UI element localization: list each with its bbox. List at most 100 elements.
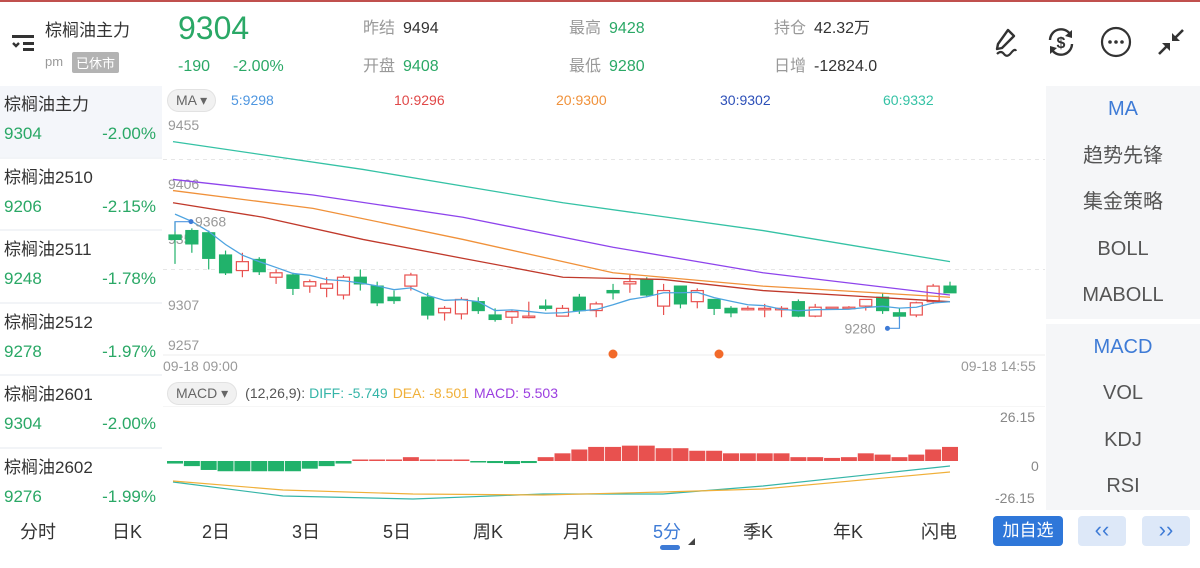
- contract-name: 棕榈油2510: [4, 167, 93, 187]
- market-status-badge: 已休市: [72, 52, 120, 73]
- svg-text:9455: 9455: [168, 117, 199, 133]
- contract-name: 棕榈油2511: [4, 240, 92, 259]
- ma10-value: 10:9296: [394, 92, 445, 108]
- main-indicator-list: MA 趋势先锋 集金策略 BOLL MABOLL: [1046, 86, 1200, 319]
- last-price: 9304: [178, 10, 250, 46]
- contract-price: 9248: [4, 269, 42, 288]
- macd-legend-bar: MACD ▾ (12,26,9): DIFF: -5.749 DEA: -8.5…: [163, 380, 1045, 406]
- contract-pct: -2.00%: [102, 414, 156, 433]
- previous-contract-button[interactable]: ‹‹: [1078, 516, 1126, 546]
- svg-text:0: 0: [1031, 458, 1039, 474]
- sidebar-item-2511[interactable]: 棕榈油2511 9248 -1.78%: [0, 231, 162, 304]
- contract-pct: -1.99%: [102, 486, 156, 506]
- sidebar-item-2510[interactable]: 棕榈油2510 9206 -2.15%: [0, 159, 162, 231]
- sign-pen-icon[interactable]: [988, 24, 1024, 60]
- ma20-value: 20:9300: [556, 92, 607, 108]
- tab-5-day[interactable]: 5日: [383, 522, 412, 542]
- stat-open-interest: 持仓 42.32万: [774, 14, 870, 38]
- macd-chart[interactable]: 26.15 0 -26.15: [163, 406, 1045, 510]
- indicator-panel: MA 趋势先锋 集金策略 BOLL MABOLL MACD VOL KDJ RS…: [1046, 86, 1200, 510]
- macd-selector-dropdown[interactable]: MACD ▾: [167, 381, 238, 405]
- period-tab-bar: 分时 日K 2日 3日 5日 周K 月K 5分 季K 年K 闪电 加自选 ‹‹ …: [0, 510, 1200, 568]
- price-change: -190: [178, 58, 211, 75]
- tab-daily-k[interactable]: 日K: [112, 522, 143, 542]
- stat-high: 最高 9428: [569, 14, 645, 38]
- contract-price: 9206: [4, 196, 42, 216]
- indicator-ma[interactable]: MA: [1108, 98, 1138, 120]
- indicator-vol[interactable]: VOL: [1102, 382, 1144, 404]
- top-accent-line: [0, 0, 1200, 2]
- contract-pct: -2.00%: [102, 124, 156, 143]
- collapse-fullscreen-icon[interactable]: [1153, 24, 1189, 60]
- ma30-value: 30:9302: [720, 92, 771, 108]
- contract-pct: -1.78%: [102, 269, 156, 288]
- divider: [1046, 318, 1200, 324]
- sidebar-item-2512[interactable]: 棕榈油2512 9278 -1.97%: [0, 304, 162, 376]
- stat-prev-settle: 昨结 9494: [363, 14, 439, 38]
- stat-label: 昨结: [363, 20, 396, 37]
- tab-monthly-k[interactable]: 月K: [563, 522, 594, 542]
- quote-header: 棕榈油主力 pm 已休市 9304 -190 -2.00% 昨结 9494 开盘 9…: [0, 2, 1200, 84]
- ma-legend-bar: MA ▾ 5:9298 10:9296 20:9300 30:9302 60:9…: [163, 86, 1045, 114]
- contract-list-menu-icon[interactable]: [10, 32, 36, 54]
- tab-intraday[interactable]: 分时: [20, 522, 56, 542]
- svg-text:9257: 9257: [168, 337, 199, 353]
- active-tab-underline: [660, 545, 680, 550]
- tab-yearly-k[interactable]: 年K: [833, 522, 864, 542]
- contract-sidebar: 棕榈油主力 9304 -2.00% 棕榈油2510 9206 -2.15% 棕榈油2…: [0, 86, 162, 510]
- stat-low: 最低 9280: [569, 52, 645, 76]
- sidebar-item-2601[interactable]: 棕榈油2601 9304 -2.00%: [0, 376, 162, 449]
- stat-daily-increase: 日增 -12824.0: [774, 52, 877, 76]
- sub-indicator-list: MACD VOL KDJ RSI: [1046, 323, 1200, 510]
- contract-price: 9304: [4, 414, 42, 433]
- svg-text:9368: 9368: [195, 214, 226, 230]
- indicator-kdj[interactable]: KDJ: [1104, 428, 1142, 451]
- add-to-watchlist-button[interactable]: 加自选: [993, 516, 1063, 546]
- chart-area[interactable]: MA ▾ 5:9298 10:9296 20:9300 30:9302 60:9…: [163, 86, 1045, 510]
- stat-value: 9280: [609, 58, 645, 75]
- contract-name: 棕榈油主力: [4, 95, 89, 114]
- tab-lightning[interactable]: 闪电: [921, 522, 957, 542]
- indicator-macd[interactable]: MACD: [1093, 335, 1153, 358]
- svg-text:09-18 14:55: 09-18 14:55: [961, 358, 1036, 374]
- tab-3-day[interactable]: 3日: [292, 522, 321, 542]
- indicator-maboll[interactable]: MABOLL: [1082, 284, 1164, 306]
- indicator-gold-strategy[interactable]: 集金策略: [1083, 191, 1163, 213]
- stat-label: 最低: [569, 58, 602, 75]
- macd-selector-label: MACD: [176, 384, 218, 401]
- sidebar-item-main[interactable]: 棕榈油主力 9304 -2.00%: [0, 86, 162, 159]
- stat-value: 9408: [403, 58, 439, 75]
- contract-price: 9304: [4, 124, 42, 143]
- svg-text:-26.15: -26.15: [995, 490, 1035, 506]
- tab-5-min[interactable]: 5分: [653, 522, 682, 542]
- contract-pct: -1.97%: [102, 341, 156, 361]
- stat-value: 9428: [609, 20, 645, 37]
- sidebar-item-2602[interactable]: 棕榈油2602 9276 -1.99%: [0, 449, 162, 511]
- macd-diff: DIFF: -5.749: [309, 385, 388, 401]
- period-dropdown-triangle-icon[interactable]: [688, 538, 695, 545]
- next-contract-button[interactable]: ››: [1142, 516, 1190, 546]
- stat-value: -12824.0: [814, 58, 878, 75]
- contract-price: 9278: [4, 341, 42, 361]
- macd-params: (12,26,9):: [245, 385, 306, 401]
- more-options-icon[interactable]: [1098, 24, 1134, 60]
- indicator-boll[interactable]: BOLL: [1097, 237, 1149, 260]
- stat-label: 最高: [569, 20, 602, 37]
- stat-open: 开盘 9408: [363, 52, 439, 76]
- indicator-rsi[interactable]: RSI: [1106, 475, 1140, 497]
- ma60-value: 60:9332: [883, 92, 934, 108]
- price-change-pct: -2.00%: [233, 58, 284, 75]
- svg-text:9406: 9406: [168, 176, 199, 192]
- tab-2-day[interactable]: 2日: [202, 522, 231, 542]
- stat-value: 42.32万: [814, 20, 871, 37]
- tab-weekly-k[interactable]: 周K: [473, 522, 504, 542]
- svg-text:$: $: [1057, 35, 1066, 52]
- macd-value: MACD: 5.503: [473, 385, 558, 401]
- session-label: pm: [45, 54, 64, 69]
- currency-exchange-icon[interactable]: $: [1043, 24, 1079, 60]
- stat-label: 日增: [774, 58, 807, 75]
- indicator-trend-pioneer[interactable]: 趋势先锋: [1083, 144, 1163, 167]
- tab-quarterly-k[interactable]: 季K: [743, 522, 774, 542]
- ma-selector-dropdown[interactable]: MA ▾: [167, 88, 217, 112]
